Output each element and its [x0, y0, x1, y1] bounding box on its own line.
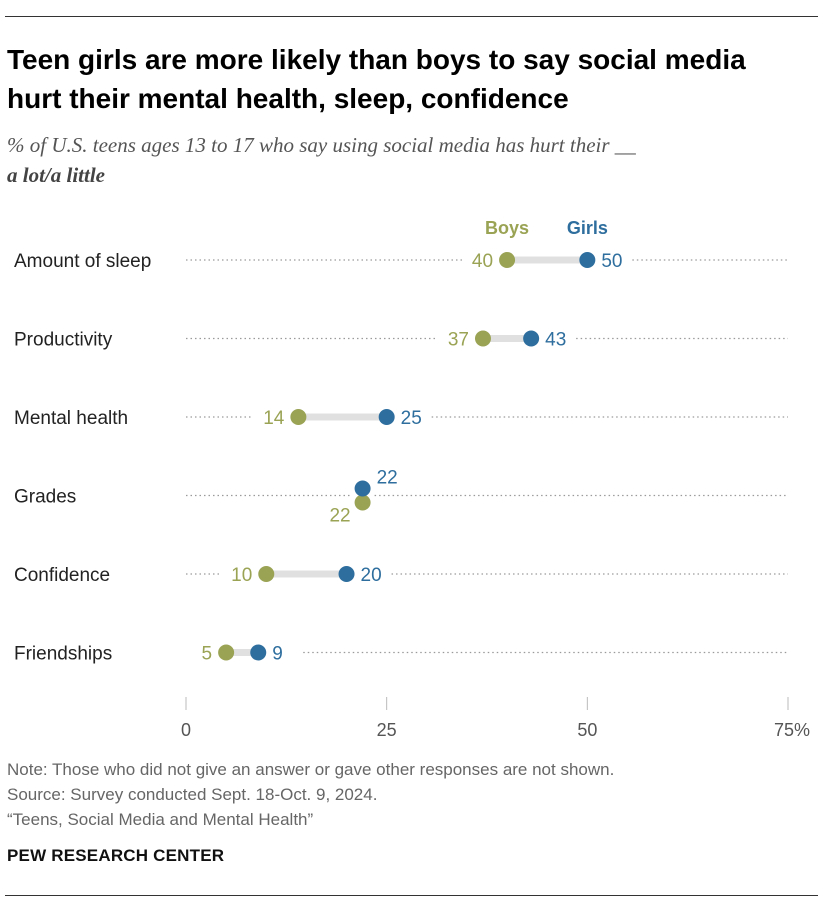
notes-block: Note: Those who did not give an answer o…	[7, 757, 614, 832]
top-rule	[5, 16, 818, 17]
chart-subtitle: % of U.S. teens ages 13 to 17 who say us…	[7, 130, 807, 190]
category-label: Productivity	[14, 330, 113, 351]
x-tick-label: 50	[577, 720, 597, 740]
legend-boys: Boys	[485, 218, 529, 238]
boys-dot	[290, 409, 307, 425]
boys-dot	[474, 330, 491, 347]
bottom-rule	[5, 895, 818, 896]
girls-value-label: 9	[272, 644, 283, 665]
girls-value-label: 20	[361, 565, 382, 586]
report-text: “Teens, Social Media and Mental Health”	[7, 810, 314, 829]
x-tick-label: 25	[377, 720, 397, 740]
girls-value-label: 50	[601, 251, 622, 272]
subtitle-line-1: % of U.S. teens ages 13 to 17 who say us…	[7, 133, 636, 157]
category-label: Friendships	[14, 644, 112, 665]
girls-dot	[523, 330, 540, 347]
x-tick-label: 75%	[774, 720, 810, 740]
boys-value-label: 40	[472, 251, 493, 272]
category-label: Amount of sleep	[14, 251, 151, 272]
boys-dot	[499, 252, 516, 268]
boys-dot	[218, 644, 235, 661]
note-text: Note: Those who did not give an answer o…	[7, 760, 615, 779]
girls-dot	[579, 252, 596, 268]
girls-value-label: 43	[545, 330, 566, 351]
category-label: Mental health	[14, 408, 128, 429]
girls-value-label: 25	[401, 408, 422, 429]
subtitle-line-2: a lot/a little	[7, 163, 105, 187]
category-label: Grades	[14, 487, 76, 508]
girls-dot	[338, 566, 355, 582]
boys-dot	[354, 494, 371, 511]
boys-value-label: 22	[329, 506, 350, 527]
org-logo-text: PEW RESEARCH CENTER	[7, 846, 225, 865]
x-tick-label: 0	[181, 720, 191, 740]
girls-dot	[250, 644, 267, 661]
boys-dot	[258, 566, 275, 582]
source-text: Source: Survey conducted Sept. 18-Oct. 9…	[7, 785, 378, 804]
chart-title: Teen girls are more likely than boys to …	[7, 44, 746, 114]
girls-dot	[354, 480, 371, 497]
legend-girls: Girls	[567, 218, 608, 238]
boys-value-label: 10	[231, 565, 252, 586]
girls-value-label: 22	[377, 468, 398, 489]
boys-value-label: 5	[202, 644, 213, 665]
boys-value-label: 37	[448, 330, 469, 351]
boys-value-label: 14	[263, 408, 285, 429]
girls-dot	[378, 409, 395, 425]
category-label: Confidence	[14, 565, 110, 586]
